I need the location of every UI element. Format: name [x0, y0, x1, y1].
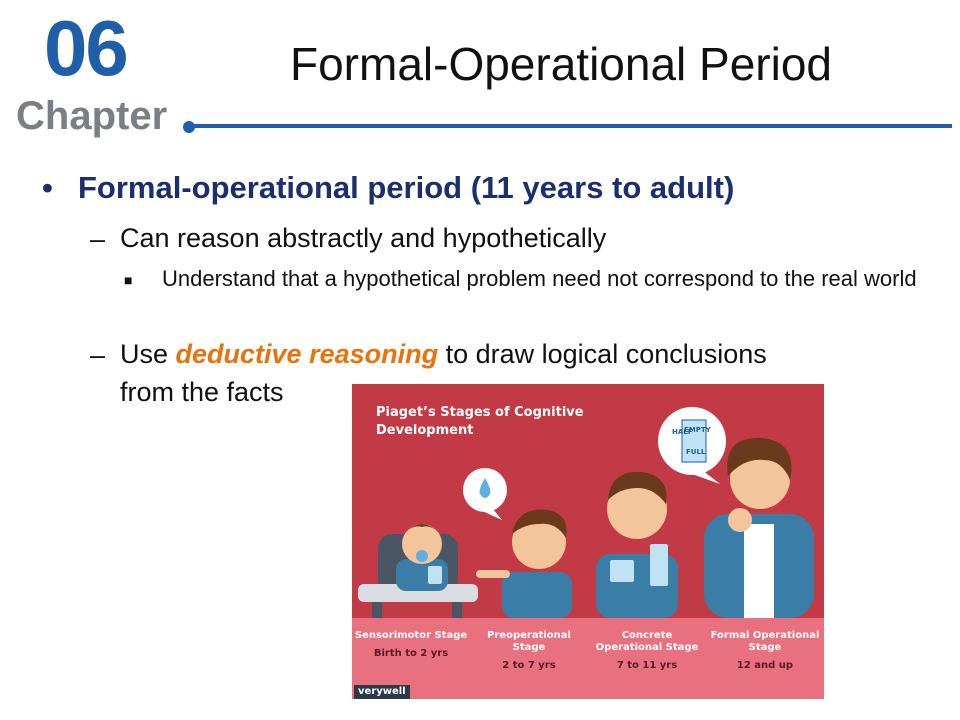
children-illustration: HALF EMPTY FULL	[358, 407, 814, 618]
figure-title: Piaget’s Stages of Cognitive Development	[376, 405, 584, 438]
bullet-point-2-pre: Use	[120, 339, 176, 369]
bubble-full-label: FULL	[686, 448, 706, 456]
chapter-number: 06	[44, 4, 129, 92]
dash-bullet-icon: –	[90, 224, 106, 254]
round-bullet-icon: •	[42, 170, 53, 205]
stage-name: Formal Operational Stage	[710, 630, 820, 653]
bullet-level1-text: Formal-operational period (11 years to a…	[78, 170, 735, 205]
bullet-point-1: Can reason abstractly and hypothetically	[120, 223, 607, 253]
verywell-logo: verywell	[354, 685, 410, 699]
stage-name: Concrete Operational Stage	[595, 630, 699, 653]
highlight-deductive-reasoning: deductive reasoning	[175, 339, 439, 369]
bullet-level1: • Formal-operational period (11 years to …	[42, 168, 734, 208]
chapter-label: Chapter	[16, 94, 168, 138]
glass-bubble: HALF EMPTY FULL	[658, 407, 726, 484]
stage-name: Sensorimotor Stage	[354, 630, 468, 641]
stage-name: Preoperational Stage	[487, 630, 571, 653]
stage-sensorimotor: Sensorimotor Stage Birth to 2 yrs	[352, 630, 470, 660]
bubble-half-label: HALF	[672, 428, 693, 436]
slide-title: Formal-Operational Period	[290, 38, 833, 90]
dash-bullet-icon: –	[90, 340, 106, 370]
stage-age: 7 to 11 yrs	[616, 660, 678, 671]
header-rule	[190, 124, 952, 128]
preoperational-child-figure	[476, 509, 572, 618]
bullet-point-2: Use deductive reasoning to draw logical …	[120, 335, 767, 373]
bubble-empty-label: EMPTY	[684, 426, 712, 434]
stage-preoperational: Preoperational Stage 2 to 7 yrs	[470, 630, 588, 672]
baby-figure	[396, 524, 448, 591]
concrete-child-figure	[596, 471, 678, 618]
stage-age: 2 to 7 yrs	[502, 660, 556, 671]
stage-strip	[352, 618, 824, 699]
water-drop-bubble	[463, 468, 507, 520]
bullet-point-2-post: to draw logical conclusions	[438, 339, 767, 369]
square-bullet-icon: ■	[124, 272, 133, 288]
bullet-point-2-line2: from the facts	[120, 377, 284, 407]
stage-concrete-operational: Concrete Operational Stage 7 to 11 yrs	[588, 630, 706, 672]
stage-age: Birth to 2 yrs	[373, 648, 449, 659]
stage-formal-operational: Formal Operational Stage 12 and up	[706, 630, 824, 672]
piaget-stages-illustration: HALF EMPTY FULL Piaget’s Stages of Cogni…	[352, 384, 824, 699]
sub-bullet-1: Understand that a hypothetical problem n…	[162, 266, 917, 291]
formal-teen-figure	[704, 437, 814, 618]
stage-age: 12 and up	[736, 660, 794, 671]
